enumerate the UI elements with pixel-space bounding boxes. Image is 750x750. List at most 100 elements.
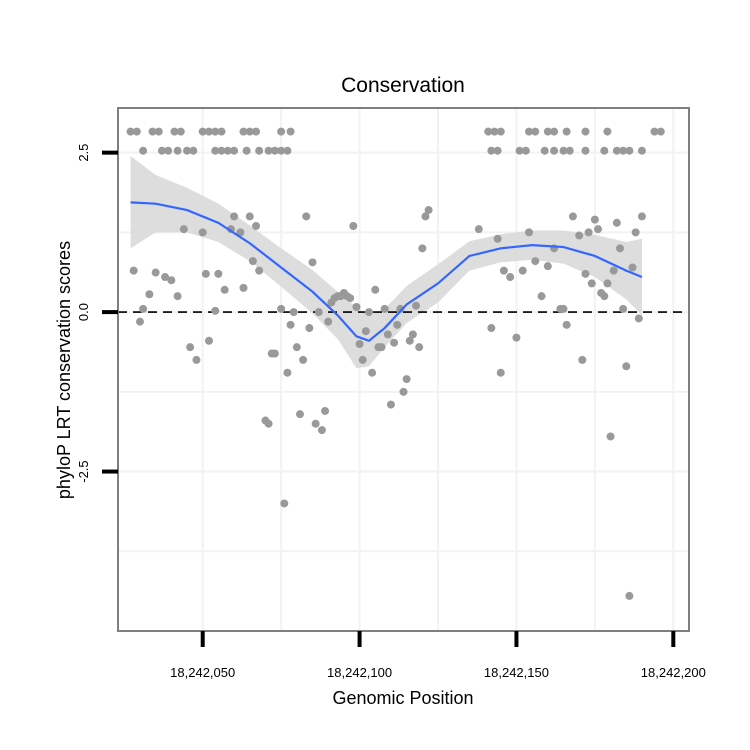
x-axis-ticks: 18,242,050 18,242,100 18,242,150 18,242,200: [170, 631, 706, 680]
data-point: [305, 324, 314, 333]
data-point: [217, 146, 226, 155]
data-point: [183, 146, 192, 155]
data-point: [424, 206, 433, 215]
data-point: [252, 127, 261, 136]
data-point: [245, 127, 254, 136]
data-point: [487, 146, 496, 155]
data-point: [499, 266, 508, 275]
data-point: [129, 266, 138, 275]
data-point: [214, 269, 223, 278]
data-point: [612, 218, 621, 227]
data-point: [230, 146, 239, 155]
data-point: [135, 317, 144, 326]
data-point: [531, 127, 540, 136]
data-point: [418, 244, 427, 253]
chart-title: Conservation: [341, 74, 465, 97]
data-point: [412, 301, 421, 310]
data-point: [358, 355, 367, 364]
data-point: [562, 320, 571, 329]
data-point: [167, 276, 176, 285]
data-point: [314, 308, 323, 317]
data-point: [223, 146, 232, 155]
data-point: [277, 127, 286, 136]
data-point: [242, 146, 251, 155]
data-point: [487, 324, 496, 333]
data-point: [151, 268, 160, 277]
data-point: [537, 292, 546, 301]
data-point: [493, 234, 502, 243]
data-point: [612, 146, 621, 155]
y-tick-label: -2.5: [76, 460, 91, 482]
data-point: [346, 294, 355, 303]
data-point: [255, 266, 264, 275]
data-point: [280, 499, 289, 508]
data-point: [349, 221, 358, 230]
data-point: [324, 317, 333, 326]
data-point: [609, 266, 618, 275]
x-tick-label: 18,242,200: [641, 665, 706, 680]
smooth-fit-layer: [130, 201, 643, 343]
data-point: [355, 339, 364, 348]
data-point: [637, 146, 646, 155]
data-points-layer: [126, 127, 665, 600]
data-point: [484, 127, 493, 136]
data-point: [145, 290, 154, 299]
data-point: [139, 146, 148, 155]
data-point: [399, 387, 408, 396]
data-point: [173, 292, 182, 301]
data-point: [204, 127, 213, 136]
data-point: [575, 231, 584, 240]
data-point: [220, 285, 229, 294]
data-point: [650, 127, 659, 136]
data-point: [264, 146, 273, 155]
data-point: [299, 355, 308, 364]
data-point: [295, 410, 304, 419]
data-point: [230, 212, 239, 221]
data-point: [302, 212, 311, 221]
data-point: [581, 146, 590, 155]
data-point: [154, 127, 163, 136]
data-point: [565, 146, 574, 155]
data-point: [283, 146, 292, 155]
data-point: [239, 283, 248, 292]
data-point: [559, 304, 568, 313]
data-point: [625, 591, 634, 600]
data-point: [371, 285, 380, 294]
data-point: [311, 419, 320, 428]
grid-layer: [118, 108, 689, 631]
data-point: [204, 336, 213, 345]
data-point: [628, 263, 637, 272]
data-point: [198, 228, 207, 237]
data-point: [550, 127, 559, 136]
data-point: [637, 212, 646, 221]
data-point: [286, 127, 295, 136]
data-point: [518, 266, 527, 275]
data-point: [217, 127, 226, 136]
data-point: [550, 146, 559, 155]
data-point: [568, 212, 577, 221]
data-point: [390, 338, 399, 347]
data-point: [270, 146, 279, 155]
data-point: [559, 146, 568, 155]
data-point: [236, 228, 245, 237]
data-point: [176, 127, 185, 136]
data-point: [189, 146, 198, 155]
data-point: [132, 127, 141, 136]
data-point: [581, 127, 590, 136]
data-point: [239, 127, 248, 136]
data-point: [380, 304, 389, 313]
data-point: [625, 146, 634, 155]
data-point: [292, 343, 301, 352]
data-point: [587, 279, 596, 288]
data-point: [283, 368, 292, 377]
data-point: [252, 221, 261, 230]
data-point: [562, 127, 571, 136]
data-point: [157, 146, 166, 155]
x-tick-label: 18,242,050: [170, 665, 235, 680]
data-point: [192, 355, 201, 364]
data-point: [286, 320, 295, 329]
data-point: [584, 228, 593, 237]
data-point: [515, 146, 524, 155]
data-point: [198, 127, 207, 136]
y-axis-ticks: 2.5 0.0 -2.5: [76, 144, 118, 483]
